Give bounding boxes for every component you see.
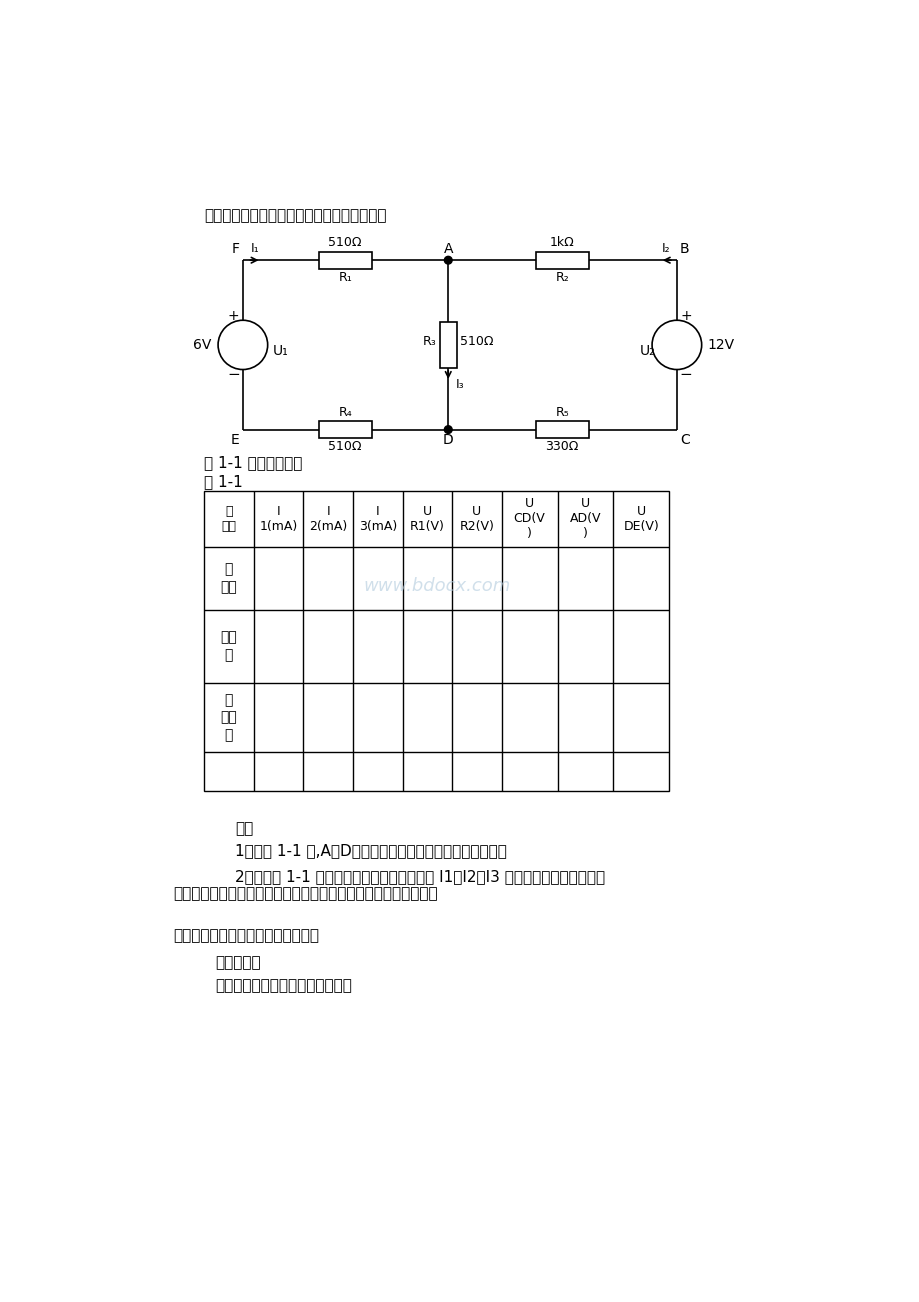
Text: 2、根据图 1-1 的电路参数，估出待测的电流 I1、I2、I3 和各电阻上的电压值，记: 2、根据图 1-1 的电路参数，估出待测的电流 I1、I2、I3 和各电阻上的电… — [235, 870, 605, 884]
Text: I₂: I₂ — [661, 242, 670, 255]
Text: −: − — [679, 367, 692, 381]
Text: 6V: 6V — [193, 339, 211, 352]
Text: R₂: R₂ — [555, 271, 569, 284]
Text: B: B — [679, 242, 689, 256]
Text: −: − — [227, 367, 240, 381]
Text: 图 1-1 实验一电路图: 图 1-1 实验一电路图 — [204, 454, 302, 470]
Text: 12V: 12V — [707, 339, 734, 352]
Text: 1、在图 1-1 中,A、D两结点的电流方程是否相同？为什么？: 1、在图 1-1 中,A、D两结点的电流方程是否相同？为什么？ — [235, 844, 506, 858]
Text: R₃: R₃ — [423, 335, 437, 348]
Text: +: + — [680, 309, 691, 323]
Text: R₄: R₄ — [338, 406, 352, 419]
Text: 实验二、晶体二极管和三极管的检测: 实验二、晶体二极管和三极管的检测 — [173, 928, 319, 943]
Text: A: A — [443, 242, 452, 256]
Text: 思考: 思考 — [235, 822, 253, 836]
Text: 计
算值: 计 算值 — [221, 562, 237, 594]
Text: F: F — [232, 242, 240, 256]
Text: I
3(mA): I 3(mA) — [358, 505, 396, 533]
Text: 掌握二极管和三极管的检测方法；: 掌握二极管和三极管的检测方法； — [216, 978, 352, 993]
Bar — [535, 251, 588, 268]
Text: I
2(mA): I 2(mA) — [309, 505, 346, 533]
Text: D: D — [442, 434, 453, 448]
Text: U
AD(V
): U AD(V ) — [569, 497, 600, 540]
Text: 1kΩ: 1kΩ — [550, 237, 574, 250]
Text: 330Ω: 330Ω — [545, 440, 578, 453]
Text: U₁: U₁ — [272, 344, 288, 358]
Text: U₂: U₂ — [639, 344, 654, 358]
Text: 实验目的：: 实验目的： — [216, 954, 261, 970]
Circle shape — [218, 320, 267, 370]
Bar — [439, 322, 456, 368]
Text: U
R2(V): U R2(V) — [459, 505, 494, 533]
Text: 测量
值: 测量 值 — [221, 630, 237, 661]
Text: E: E — [231, 434, 240, 448]
Bar — [204, 491, 668, 790]
Bar — [535, 421, 588, 437]
Text: I₃: I₃ — [456, 379, 464, 392]
Circle shape — [444, 256, 451, 264]
Circle shape — [652, 320, 701, 370]
Text: 相
对误
差: 相 对误 差 — [221, 693, 237, 742]
Text: C: C — [679, 434, 689, 448]
Bar — [319, 251, 371, 268]
Text: 510Ω: 510Ω — [460, 335, 493, 348]
Text: U
R1(V): U R1(V) — [410, 505, 444, 533]
Text: www.bdocx.com: www.bdocx.com — [363, 577, 510, 595]
Text: U
CD(V
): U CD(V ) — [513, 497, 545, 540]
Text: 510Ω: 510Ω — [328, 440, 361, 453]
Text: +: + — [228, 309, 239, 323]
Text: U
DE(V): U DE(V) — [623, 505, 658, 533]
Text: 510Ω: 510Ω — [328, 237, 361, 250]
Text: 注意：要求每次只能用一只万用表进行测量。: 注意：要求每次只能用一只万用表进行测量。 — [204, 208, 386, 224]
Text: 待
测量: 待 测量 — [221, 505, 236, 533]
Text: R₅: R₅ — [555, 406, 569, 419]
Circle shape — [444, 426, 451, 434]
Text: 入表中，以便实验测量时，可正确地选定毫安表和电压表的量限。: 入表中，以便实验测量时，可正确地选定毫安表和电压表的量限。 — [173, 887, 437, 901]
Text: R₁: R₁ — [338, 271, 352, 284]
Text: 表 1-1: 表 1-1 — [204, 474, 243, 490]
Text: I
1(mA): I 1(mA) — [259, 505, 298, 533]
Text: I₁: I₁ — [251, 242, 259, 255]
Bar — [319, 421, 371, 437]
